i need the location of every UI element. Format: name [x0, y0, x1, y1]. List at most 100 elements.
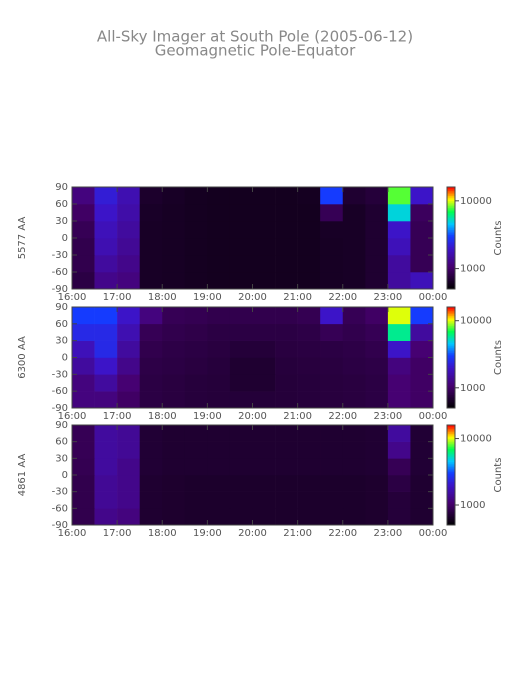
- colorbar-segment: [447, 244, 455, 247]
- heat-cell: [207, 340, 231, 358]
- heat-cell: [162, 221, 186, 239]
- colorbar-segment: [447, 310, 455, 313]
- colorbar-segment: [447, 287, 455, 290]
- colorbar-segment: [447, 200, 455, 203]
- colorbar-segment: [447, 384, 455, 387]
- colorbar-segment: [447, 382, 455, 385]
- heat-cell: [94, 475, 118, 492]
- x-tick-label: 00:00: [419, 292, 448, 303]
- colorbar-segment: [447, 285, 455, 288]
- colorbar-segment: [447, 372, 455, 375]
- heat-cell: [252, 323, 276, 341]
- heat-cell: [162, 187, 186, 205]
- colorbar-segment: [447, 330, 455, 333]
- heat-cell: [387, 187, 411, 205]
- colorbar-segment: [447, 209, 455, 212]
- heat-cell: [207, 187, 231, 205]
- heat-cell: [387, 491, 411, 509]
- heat-cell: [410, 491, 434, 509]
- colorbar-segment: [447, 473, 455, 476]
- heat-cell: [297, 491, 321, 509]
- heat-cell: [410, 391, 434, 409]
- heat-cell: [184, 255, 208, 273]
- heat-cell: [72, 425, 95, 442]
- heat-cell: [229, 357, 253, 375]
- heat-cell: [297, 187, 321, 205]
- colorbar-segment: [447, 270, 455, 273]
- colorbar-segment: [447, 251, 455, 254]
- y-tick-label: 30: [55, 336, 68, 347]
- heat-cell: [320, 491, 344, 509]
- heat-cell: [117, 272, 140, 290]
- colorbar-frame: [446, 186, 456, 290]
- heat-cell: [117, 425, 140, 442]
- heat-cell: [72, 323, 95, 341]
- heat-cell: [342, 458, 366, 476]
- colorbar-segment: [447, 367, 455, 370]
- heat-cell: [94, 221, 118, 239]
- heat-cell: [184, 391, 208, 409]
- colorbar-segment: [447, 483, 455, 486]
- heat-cell: [94, 340, 118, 358]
- colorbar-segment: [447, 261, 455, 264]
- heat-cell: [320, 441, 344, 459]
- heat-cell: [162, 255, 186, 273]
- colorbar-segment: [447, 265, 455, 268]
- x-tick-label: 16:00: [58, 411, 87, 422]
- colorbar-segment: [447, 376, 455, 379]
- heat-cell: [117, 340, 140, 358]
- heat-cell: [252, 187, 276, 205]
- colorbar-segment: [447, 506, 455, 509]
- heat-cell: [229, 255, 253, 273]
- heat-cell: [162, 323, 186, 341]
- heat-cell: [275, 272, 298, 290]
- colorbar-segment: [447, 516, 455, 519]
- colorbar-segment: [447, 515, 455, 518]
- heat-cell: [117, 475, 140, 492]
- heat-cell: [117, 391, 140, 409]
- y-tick-label: -60: [52, 267, 68, 278]
- heat-cell: [184, 441, 208, 459]
- x-tick-label: 16:00: [58, 528, 87, 539]
- colorbar-segment: [447, 335, 455, 338]
- colorbar-segment: [447, 478, 455, 481]
- colorbar-segment: [447, 460, 455, 463]
- colorbar-segment: [447, 496, 455, 499]
- x-tick-label: 18:00: [148, 528, 177, 539]
- heat-cell: [252, 204, 276, 222]
- heat-cell: [342, 441, 366, 459]
- heat-cell: [229, 340, 253, 358]
- y-tick-label: -90: [52, 520, 68, 531]
- heat-cell: [139, 508, 163, 526]
- heat-cell: [297, 441, 321, 459]
- colorbar-segment: [447, 260, 455, 263]
- heat-cell: [117, 238, 140, 256]
- colorbar-tick-label: 1000: [460, 500, 485, 511]
- heat-cell: [387, 255, 411, 273]
- colorbar-segment: [447, 266, 455, 270]
- x-tick-label: 23:00: [373, 292, 402, 303]
- heat-cell: [320, 323, 344, 341]
- heat-cell: [365, 374, 389, 392]
- colorbar-segment: [447, 370, 455, 374]
- colorbar-segment: [447, 227, 455, 230]
- colorbar-segment: [447, 500, 455, 503]
- colorbar-segment: [447, 229, 455, 232]
- heat-cell: [72, 340, 95, 358]
- heat-cell: [72, 508, 95, 526]
- heat-cell: [94, 187, 118, 205]
- colorbar-segment: [447, 491, 455, 494]
- heat-cell: [229, 441, 253, 459]
- heat-cell: [207, 508, 231, 526]
- heat-cell: [252, 491, 276, 509]
- heat-cell: [94, 204, 118, 222]
- heat-cell: [320, 340, 344, 358]
- heat-cell: [342, 391, 366, 409]
- heat-cell: [297, 458, 321, 476]
- heat-cell: [207, 425, 231, 442]
- chart-title: All-Sky Imager at South Pole (2005-06-12…: [97, 28, 413, 46]
- colorbar-segment: [447, 486, 455, 489]
- colorbar-segment: [447, 430, 455, 433]
- x-tick-label: 23:00: [373, 411, 402, 422]
- colorbar-segment: [447, 221, 455, 224]
